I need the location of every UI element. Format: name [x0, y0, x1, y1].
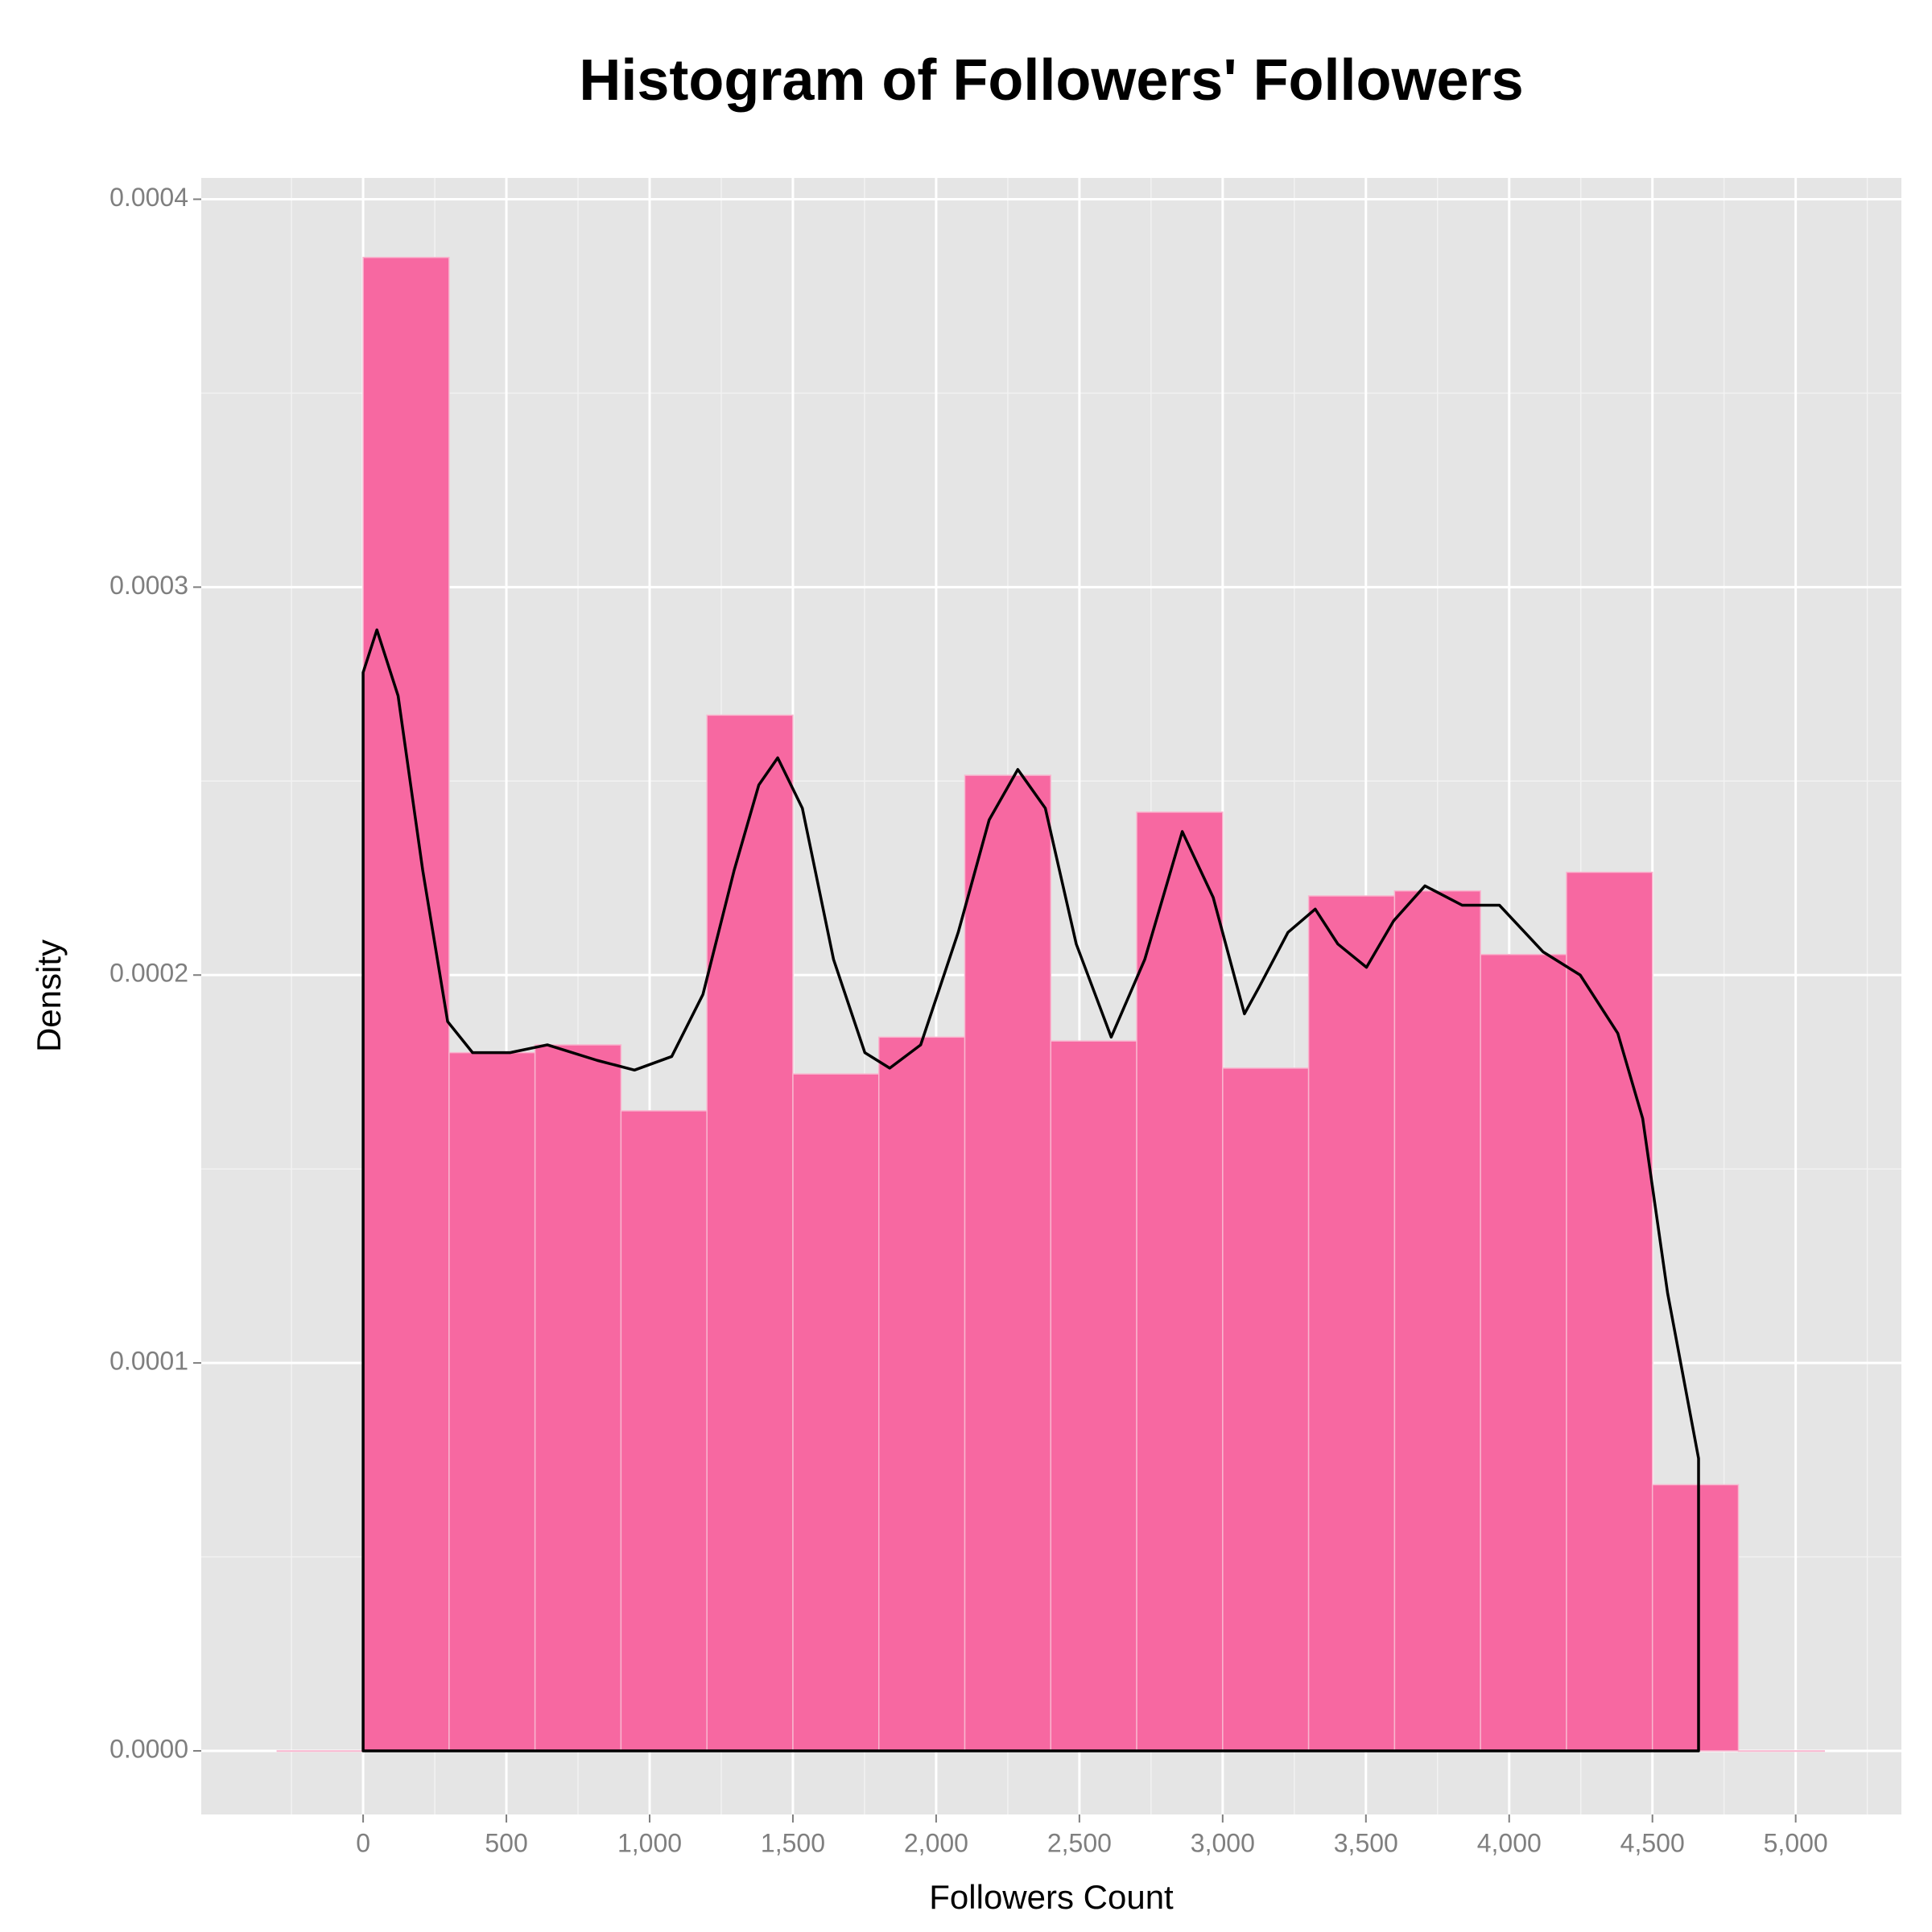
x-axis-title: Followers Count [929, 1878, 1174, 1916]
y-tick-label: 0.0003 [109, 571, 188, 600]
bar [706, 714, 794, 1752]
bar [362, 257, 450, 1752]
bar [1307, 895, 1396, 1752]
x-tick-label: 0 [356, 1828, 370, 1857]
density-line [361, 628, 1700, 1752]
x-tick-label: 1,500 [761, 1828, 825, 1857]
bar [1566, 871, 1653, 1752]
bar [534, 1044, 622, 1752]
x-tick-label: 1,000 [617, 1828, 682, 1857]
y-tick-label: 0.0000 [109, 1734, 188, 1763]
y-tick-label: 0.0001 [109, 1347, 188, 1376]
bar [1651, 1484, 1740, 1752]
x-tick-label: 3,000 [1191, 1828, 1255, 1857]
x-tick-label: 4,000 [1477, 1828, 1542, 1857]
x-tick-label: 2,000 [904, 1828, 968, 1857]
chart-title: Histogram of Followers' Followers [579, 48, 1523, 113]
x-tick-label: 5,000 [1764, 1828, 1828, 1857]
bar [1393, 890, 1481, 1752]
bar [1136, 811, 1224, 1752]
bar [877, 1036, 966, 1752]
bar [620, 1110, 708, 1752]
bar [276, 1750, 364, 1752]
y-axis-title: Density [30, 939, 68, 1052]
bar [1737, 1750, 1826, 1752]
bar [792, 1073, 880, 1752]
x-tick-label: 2,500 [1047, 1828, 1112, 1857]
bar [964, 774, 1052, 1752]
x-tick-label: 4,500 [1620, 1828, 1685, 1857]
x-tick-label: 3,500 [1334, 1828, 1398, 1857]
bar [1050, 1040, 1137, 1752]
y-tick-label: 0.0002 [109, 959, 188, 988]
y-tick-label: 0.0004 [109, 183, 188, 212]
bar [448, 1051, 536, 1752]
bar [1222, 1067, 1310, 1752]
x-tick-label: 500 [485, 1828, 527, 1857]
bar [1480, 953, 1567, 1752]
